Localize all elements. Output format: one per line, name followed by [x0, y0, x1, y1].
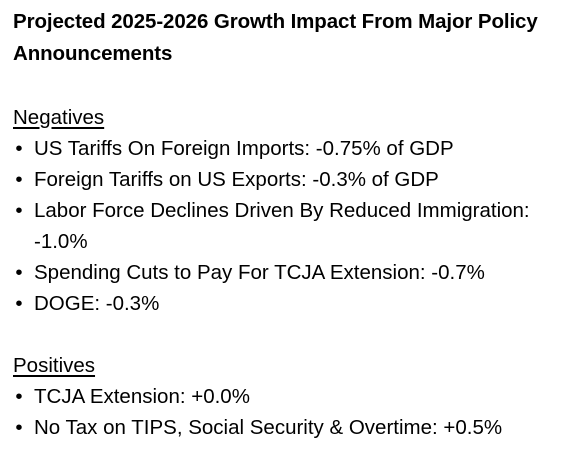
positives-heading: Positives: [13, 354, 96, 377]
bullet-icon: •: [15, 168, 23, 191]
negatives-section: Negatives • US Tariffs On Foreign Import…: [13, 102, 570, 319]
bullet-icon: •: [15, 137, 23, 160]
negatives-heading: Negatives: [13, 106, 105, 129]
bullet-icon: •: [15, 416, 23, 439]
slide-title: Projected 2025-2026 Growth Impact From M…: [13, 10, 538, 65]
positives-list: • TCJA Extension: +0.0% • No Tax on TIPS…: [13, 381, 570, 443]
positive-item-text: TCJA Extension: +0.0%: [34, 385, 250, 408]
list-item: • TCJA Extension: +0.0%: [13, 381, 570, 412]
bullet-icon: •: [15, 385, 23, 408]
list-item: • Spending Cuts to Pay For TCJA Extensio…: [13, 257, 570, 288]
list-item: • Foreign Tariffs on US Exports: -0.3% o…: [13, 164, 570, 195]
negative-item-text: Labor Force Declines Driven By Reduced I…: [34, 199, 530, 253]
bullet-icon: •: [15, 292, 23, 315]
list-item: • No Tax on TIPS, Social Security & Over…: [13, 412, 570, 443]
bullet-icon: •: [15, 261, 23, 284]
negative-item-text: US Tariffs On Foreign Imports: -0.75% of…: [34, 137, 454, 160]
negatives-list: • US Tariffs On Foreign Imports: -0.75% …: [13, 133, 570, 319]
negative-item-text: Foreign Tariffs on US Exports: -0.3% of …: [34, 168, 439, 191]
negative-item-text: DOGE: -0.3%: [34, 292, 160, 315]
positive-item-text: No Tax on TIPS, Social Security & Overti…: [34, 416, 503, 439]
list-item: • US Tariffs On Foreign Imports: -0.75% …: [13, 133, 570, 164]
bullet-icon: •: [15, 199, 23, 222]
negative-item-text: Spending Cuts to Pay For TCJA Extension:…: [34, 261, 485, 284]
list-item: • DOGE: -0.3%: [13, 288, 570, 319]
positives-section: Positives • TCJA Extension: +0.0% • No T…: [13, 350, 570, 443]
list-item: • Labor Force Declines Driven By Reduced…: [13, 195, 570, 257]
